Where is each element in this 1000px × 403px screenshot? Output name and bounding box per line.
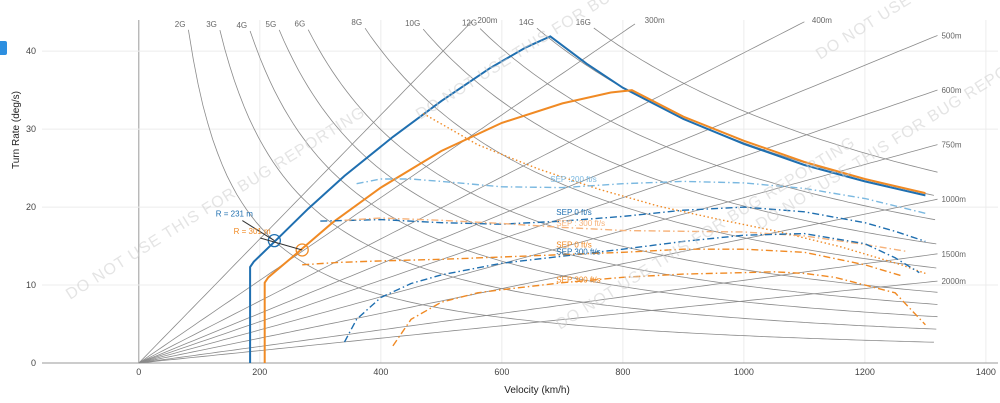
g-load-line <box>278 29 938 305</box>
g-load-line <box>364 27 937 269</box>
g-load-label: 5G <box>266 20 277 29</box>
g-load-line <box>593 27 938 173</box>
y-tick-label: 10 <box>26 280 36 290</box>
sep-label: SEP 300 ft/s <box>556 248 600 257</box>
radius-label: 2000m <box>941 277 966 286</box>
g-load-line <box>188 29 934 343</box>
x-axis-title: Velocity (km/h) <box>504 385 570 396</box>
sep-label: SEP : 300 ft/s <box>556 219 605 228</box>
radius-label: 300m <box>645 16 665 25</box>
series-line <box>343 232 920 343</box>
radius-line <box>138 280 938 364</box>
radius-line <box>138 253 938 364</box>
marker-leader <box>260 237 303 251</box>
g-load-label: 10G <box>405 19 420 28</box>
series-line <box>356 178 926 214</box>
radius-label: 500m <box>941 31 961 40</box>
radius-line <box>138 144 938 364</box>
series-line <box>344 217 908 253</box>
turn-radius-marker <box>295 243 309 257</box>
g-load-label: 14G <box>519 18 534 27</box>
chart-labels: 2G 3G 4G 5G 6G 8G 10G 12G 14G 16G 200m 300m 400m 500m… <box>175 16 967 286</box>
series-line <box>302 248 902 277</box>
radius-line <box>138 198 938 364</box>
x-tick-label: 1200 <box>855 367 875 377</box>
x-tick-label: 400 <box>373 367 388 377</box>
g-load-label: 4G <box>236 21 247 30</box>
watermark-text: DO NOT USE THIS FOR BUG REPORTING <box>553 134 858 334</box>
y-axis-title: Turn Rate (deg/s) <box>11 91 22 169</box>
sep-label: SEP :200 ft/s <box>550 175 597 184</box>
axis-ticks: 0 200 400 600 800 1000 1200 1400 0 10 20 30 40 <box>26 46 996 377</box>
x-tick-label: 0 <box>136 367 141 377</box>
g-load-line <box>307 29 938 293</box>
y-tick-label: 30 <box>26 124 36 134</box>
marker-label: R = 231 m <box>216 210 253 219</box>
series-line <box>263 89 926 363</box>
g-load-label: 6G <box>295 20 306 29</box>
g-load-line <box>219 30 937 330</box>
radius-label: 600m <box>941 86 961 95</box>
y-tick-label: 0 <box>31 358 36 368</box>
x-tick-label: 800 <box>615 367 630 377</box>
watermark-text: DO NOT USE THIS FOR BUG REPORTING <box>413 0 718 123</box>
radius-line <box>138 23 636 364</box>
series-line <box>422 112 926 275</box>
radius-label: 400m <box>812 16 832 25</box>
x-tick-label: 200 <box>252 367 267 377</box>
watermark-text: DO NOT USE THIS FOR BUG REPORTING <box>813 0 1000 63</box>
sep-label: SEP 0 ft/s <box>556 241 591 250</box>
radius-line <box>138 35 938 364</box>
x-tick-label: 1400 <box>976 367 996 377</box>
radius-line <box>138 21 472 364</box>
radius-label: 200m <box>477 16 497 25</box>
g-load-label: 8G <box>351 18 362 27</box>
sep-label: SEP 300 ft/s <box>556 276 600 285</box>
marker-label: R = 301 m <box>234 227 271 236</box>
x-tick-label: 1000 <box>734 367 754 377</box>
y-tick-label: 20 <box>26 202 36 212</box>
x-tick-label: 600 <box>494 367 509 377</box>
y-tick-label: 40 <box>26 46 36 56</box>
turn-radius-markers: R = 231 m R = 301 m <box>216 210 309 257</box>
radius-label: 1500m <box>941 250 966 259</box>
g-load-label: 12G <box>462 19 477 28</box>
g-load-line <box>479 28 936 221</box>
panel-toggle-icon[interactable] <box>0 41 7 55</box>
marker-leader <box>242 220 275 242</box>
radius-label: 750m <box>941 141 961 150</box>
g-load-label: 3G <box>206 20 217 29</box>
g-load-line <box>422 28 937 245</box>
sep-label: SEP 0 ft/s <box>556 208 591 217</box>
g-load-label: 16G <box>576 18 591 27</box>
radius-label: 1000m <box>941 195 966 204</box>
series-line <box>392 271 926 347</box>
g-load-label: 2G <box>175 20 186 29</box>
series-line <box>320 206 926 243</box>
